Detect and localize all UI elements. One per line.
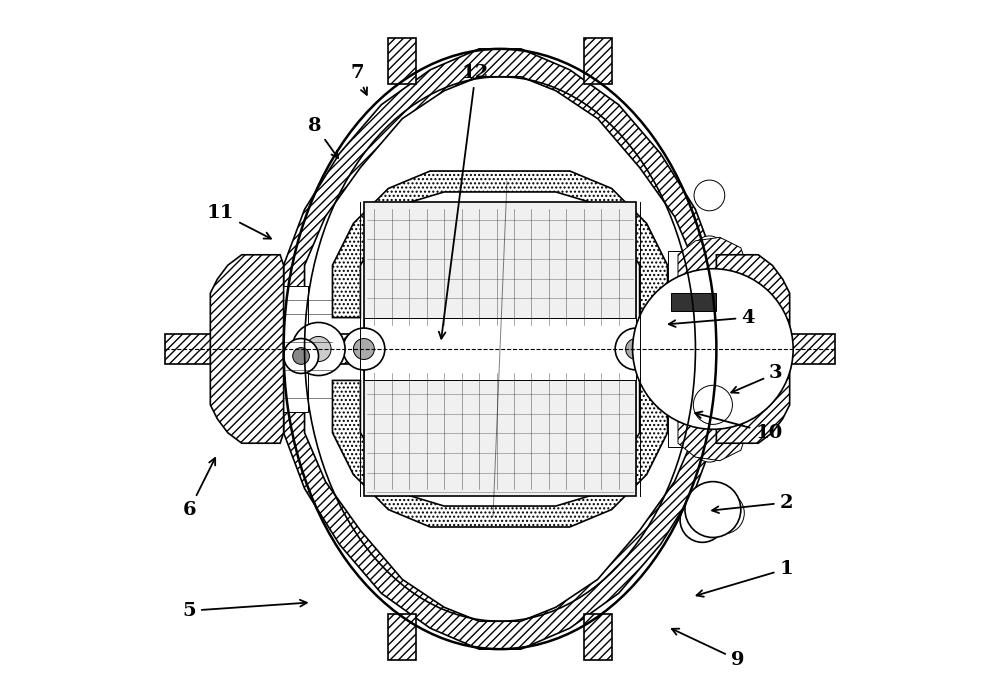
Polygon shape (284, 49, 716, 307)
Text: 10: 10 (695, 412, 782, 442)
Bar (280, 286, 308, 412)
Polygon shape (584, 38, 612, 84)
Circle shape (626, 339, 647, 359)
Polygon shape (210, 255, 284, 443)
Polygon shape (332, 171, 668, 318)
Circle shape (694, 285, 725, 315)
Polygon shape (695, 307, 716, 391)
Polygon shape (332, 380, 668, 527)
Polygon shape (284, 391, 716, 649)
Circle shape (655, 322, 708, 376)
Polygon shape (388, 38, 416, 84)
Circle shape (293, 348, 309, 364)
Circle shape (694, 431, 725, 462)
Bar (671, 293, 716, 311)
Bar (364, 318, 636, 380)
Circle shape (680, 498, 725, 542)
Bar (668, 251, 709, 447)
Polygon shape (716, 255, 790, 443)
Circle shape (693, 385, 732, 424)
Text: 2: 2 (712, 493, 793, 513)
Text: 9: 9 (672, 629, 744, 669)
Circle shape (633, 269, 793, 429)
Text: 7: 7 (350, 64, 367, 95)
Text: 6: 6 (183, 458, 215, 519)
Text: 8: 8 (308, 117, 338, 158)
Text: 3: 3 (731, 364, 783, 393)
Circle shape (284, 339, 319, 373)
Circle shape (702, 492, 744, 534)
Circle shape (292, 322, 345, 376)
Circle shape (694, 180, 725, 211)
Circle shape (694, 487, 725, 518)
Bar (364, 363, 636, 496)
Polygon shape (388, 614, 416, 660)
Circle shape (343, 328, 385, 370)
Circle shape (694, 383, 725, 413)
Polygon shape (678, 387, 748, 461)
Text: 5: 5 (183, 600, 307, 620)
Circle shape (615, 328, 657, 370)
Circle shape (669, 336, 694, 362)
Text: 11: 11 (207, 204, 271, 239)
Bar (364, 202, 636, 335)
Polygon shape (678, 237, 748, 311)
Text: 12: 12 (439, 64, 489, 339)
Circle shape (694, 236, 725, 267)
Polygon shape (165, 334, 835, 364)
Circle shape (353, 339, 374, 359)
Circle shape (306, 336, 331, 362)
Text: 4: 4 (669, 309, 755, 327)
Circle shape (685, 482, 741, 537)
Text: 1: 1 (697, 560, 793, 597)
Polygon shape (284, 307, 305, 391)
Polygon shape (584, 614, 612, 660)
